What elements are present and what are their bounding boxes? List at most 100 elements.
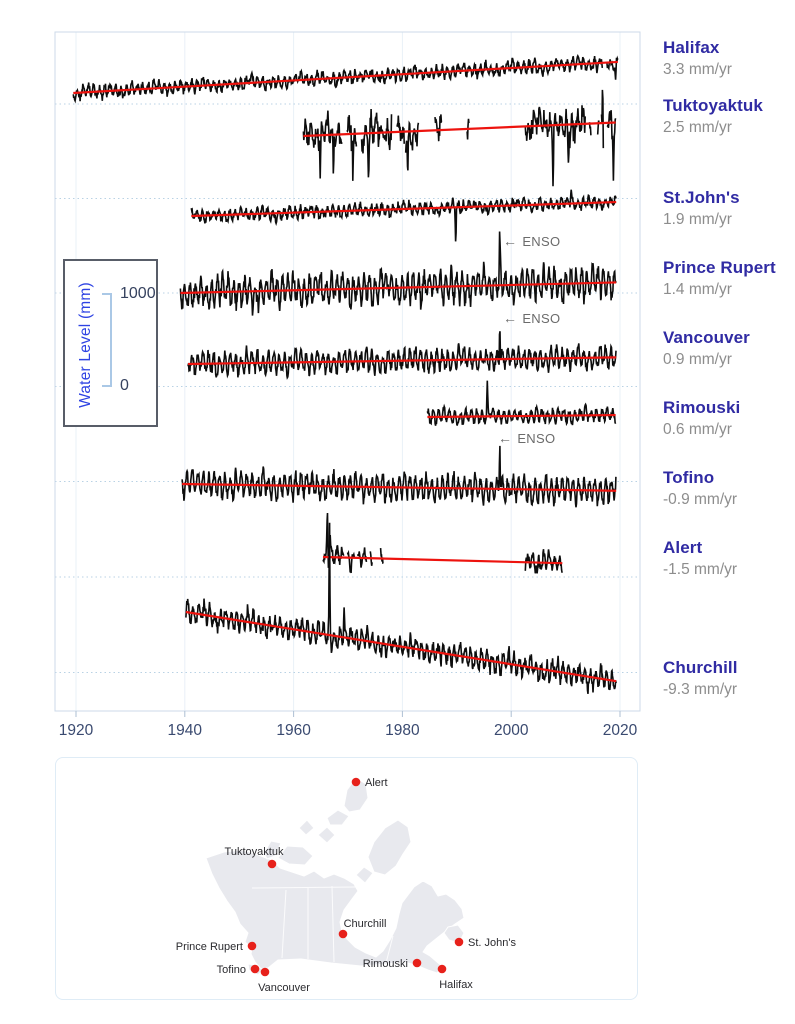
station-label-churchill: Churchill -9.3 mm/yr xyxy=(663,658,793,699)
scale-value-0: 0 xyxy=(120,377,129,394)
series-vancouver xyxy=(187,331,617,380)
trend-tofino xyxy=(182,482,617,492)
trend-halifax xyxy=(73,60,618,95)
series-tuktoyaktuk xyxy=(396,115,405,144)
x-tick-1920: 1920 xyxy=(59,722,94,739)
station-trend-rate: -1.5 mm/yr xyxy=(663,561,738,578)
station-name: Prince Rupert xyxy=(663,258,776,277)
trend-alert xyxy=(322,555,563,565)
map-station-dot-princerupert xyxy=(247,941,257,951)
trend-tuktoyaktuk xyxy=(303,121,616,138)
station-label-stjohns: St.John's 1.9 mm/yr xyxy=(663,188,793,229)
scale-bracket xyxy=(102,293,112,387)
station-name: Churchill xyxy=(663,658,738,677)
map-station-dot-churchill xyxy=(338,929,348,939)
scale-value-1000: 1000 xyxy=(120,285,156,302)
map-station-label-halifax: Halifax xyxy=(439,979,473,991)
water-level-axis-label: Water Level (mm) xyxy=(77,282,94,408)
series-alert xyxy=(369,551,373,566)
left-arrow-icon: ← xyxy=(503,310,518,326)
series-churchill xyxy=(185,522,617,695)
station-trend-rate: 2.5 mm/yr xyxy=(663,119,732,136)
left-arrow-icon: ← xyxy=(503,233,518,249)
station-trend-rate: 3.3 mm/yr xyxy=(663,61,732,78)
series-tuktoyaktuk xyxy=(346,115,358,181)
station-label-tofino: Tofino -0.9 mm/yr xyxy=(663,468,793,509)
station-trend-rate: 1.4 mm/yr xyxy=(663,281,732,298)
x-tick-1960: 1960 xyxy=(276,722,311,739)
map-station-dot-alert xyxy=(351,777,361,787)
map-station-label-churchill: Churchill xyxy=(344,918,387,930)
series-tuktoyaktuk xyxy=(302,110,343,179)
map-station-label-alert: Alert xyxy=(365,777,388,789)
enso-label: ENSO xyxy=(522,234,561,249)
map-station-dot-vancouver xyxy=(260,967,270,977)
series-tuktoyaktuk xyxy=(588,122,592,136)
canada-map-panel: Alert Tuktoyaktuk Churchill Prince Rupert St… xyxy=(55,757,638,1000)
x-tick-1980: 1980 xyxy=(385,722,420,739)
series-tuktoyaktuk xyxy=(606,110,617,181)
station-name: Rimouski xyxy=(663,398,741,417)
station-label-vancouver: Vancouver 0.9 mm/yr xyxy=(663,328,793,369)
series-tuktoyaktuk xyxy=(600,89,605,149)
scale-legend-box: Water Level (mm) 1000 0 xyxy=(63,259,158,427)
series-stjohns xyxy=(190,189,617,242)
map-station-label-stjohns: St. John's xyxy=(468,937,516,949)
station-name: Tofino xyxy=(663,468,715,487)
map-station-dot-rimouski xyxy=(412,958,422,968)
series-halifax xyxy=(606,55,619,80)
map-station-label-tofino: Tofino xyxy=(217,964,246,976)
station-label-halifax: Halifax 3.3 mm/yr xyxy=(663,38,793,79)
series-alert xyxy=(357,547,368,568)
map-station-label-princerupert: Prince Rupert xyxy=(176,941,243,953)
time-series-plot: 1920 1940 1960 1980 2000 2020 xyxy=(54,31,641,739)
enso-label: ENSO xyxy=(522,311,561,326)
map-station-dot-halifax xyxy=(437,964,447,974)
station-name: Halifax xyxy=(663,38,720,57)
station-trend-rate: 0.9 mm/yr xyxy=(663,351,732,368)
series-rimouski xyxy=(426,380,617,427)
station-label-tuktoyaktuk: Tuktoyaktuk 2.5 mm/yr xyxy=(663,96,793,137)
station-name: St.John's xyxy=(663,188,740,207)
map-station-dot-stjohns xyxy=(454,937,464,947)
station-name: Vancouver xyxy=(663,328,750,347)
trend-vancouver xyxy=(188,356,617,366)
trend-princerupert xyxy=(180,281,617,295)
trend-rimouski xyxy=(427,413,616,419)
canada-map: Alert Tuktoyaktuk Churchill Prince Rupert St… xyxy=(176,777,517,994)
sea-level-chart: 1920 1940 1960 1980 2000 2020 Water Level (mm… xyxy=(54,31,793,739)
x-tick-2000: 2000 xyxy=(494,722,529,739)
series-tofino xyxy=(181,445,617,508)
enso-annotation-2: ← ENSO xyxy=(503,310,560,326)
map-station-dot-tofino xyxy=(250,964,260,974)
series-tuktoyaktuk xyxy=(434,114,443,142)
x-tick-2020: 2020 xyxy=(603,722,638,739)
trend-stjohns xyxy=(191,200,617,218)
map-station-dot-tuktoyaktuk xyxy=(267,859,277,869)
x-tick-1940: 1940 xyxy=(168,722,203,739)
map-station-label-rimouski: Rimouski xyxy=(363,958,408,970)
canada-landmass xyxy=(205,777,465,976)
series-alert xyxy=(379,548,384,564)
station-trend-rate: 0.6 mm/yr xyxy=(663,421,732,438)
series-tuktoyaktuk xyxy=(360,108,393,178)
station-name: Tuktoyaktuk xyxy=(663,96,763,115)
enso-label: ENSO xyxy=(517,431,556,446)
map-station-label-tuktoyaktuk: Tuktoyaktuk xyxy=(225,846,284,858)
station-label-alert: Alert -1.5 mm/yr xyxy=(663,538,793,579)
enso-annotation-1: ← ENSO xyxy=(503,233,560,249)
series-princerupert xyxy=(179,231,617,316)
enso-annotation-3: ← ENSO xyxy=(498,430,555,446)
station-label-rimouski: Rimouski 0.6 mm/yr xyxy=(663,398,793,439)
station-name: Alert xyxy=(663,538,703,557)
series-alert xyxy=(346,549,356,574)
map-station-label-vancouver: Vancouver xyxy=(258,982,310,994)
trend-churchill xyxy=(185,610,617,683)
left-arrow-icon: ← xyxy=(498,430,513,446)
station-trend-rate: 1.9 mm/yr xyxy=(663,211,732,228)
series-alert xyxy=(322,512,345,568)
series-tuktoyaktuk xyxy=(524,105,586,187)
series-tuktoyaktuk xyxy=(466,118,470,140)
station-trend-rate: -9.3 mm/yr xyxy=(663,681,738,698)
